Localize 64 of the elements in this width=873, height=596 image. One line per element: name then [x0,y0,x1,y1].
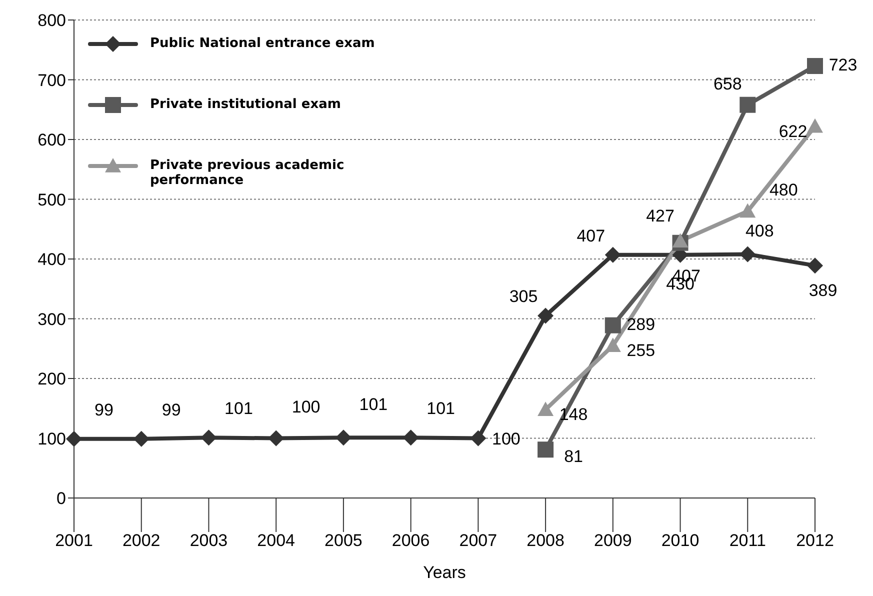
point [604,317,621,334]
point [470,430,486,446]
point [335,430,352,446]
y-tick-label: 500 [38,190,66,210]
legend-label: Private previous academic performance [150,158,346,188]
y-tick-label: 300 [38,310,66,329]
x-axis-title: Years [423,563,466,582]
data-label: 100 [292,398,320,417]
point [604,246,621,263]
x-tick-label: 2004 [257,531,296,550]
data-label: 101 [224,399,253,418]
x-tick-label: 2005 [324,531,362,550]
x-tick-label: 2003 [190,531,228,550]
legend-label: Private institutional exam [150,97,342,112]
data-label: 255 [626,341,656,360]
x-tick-label: 2006 [392,531,430,550]
y-tick-label: 600 [38,130,66,150]
data-label: 99 [162,400,181,420]
y-tick-label: 700 [38,70,66,90]
x-tick-label: 2010 [661,531,700,550]
y-tick-label: 400 [38,250,66,270]
point [538,308,554,324]
y-tick-label: 0 [56,489,66,508]
point [740,96,756,113]
point [538,442,554,458]
data-label: 407 [576,226,606,246]
point [268,430,284,446]
point [807,118,823,133]
y-tick-label: 800 [38,11,66,30]
data-label: 658 [713,74,742,94]
point [200,430,217,446]
point [807,58,823,74]
data-label: 389 [808,281,838,300]
data-label: 99 [94,400,114,420]
data-label: 81 [564,447,584,466]
x-tick-label: 2007 [459,531,498,550]
x-tick-label: 2011 [729,531,766,550]
x-tick-label: 2008 [526,531,564,550]
x-tick-label: 2001 [55,531,93,550]
point [604,338,621,352]
point [133,430,150,447]
x-tick-label: 2002 [122,531,160,550]
point [740,203,756,218]
data-label: 723 [828,55,858,74]
data-label: 100 [492,430,520,449]
data-label: 622 [778,122,808,141]
x-tick-label: 2012 [796,531,834,550]
data-label: 305 [509,287,538,306]
y-tick-label: 200 [38,370,66,389]
point [740,246,756,262]
data-label: 101 [359,395,388,414]
x-tick-label: 2009 [594,531,632,550]
point [538,402,554,416]
point [66,430,82,447]
legend-label: Public National entrance exam [150,36,376,51]
point [402,430,419,446]
point [807,258,823,274]
y-tick-label: 100 [38,429,66,448]
data-label: 480 [769,180,798,200]
point [672,233,688,248]
data-label: 289 [626,314,656,334]
data-label: 101 [426,399,456,418]
data-label: 427 [646,206,674,226]
data-label: 408 [745,222,774,241]
